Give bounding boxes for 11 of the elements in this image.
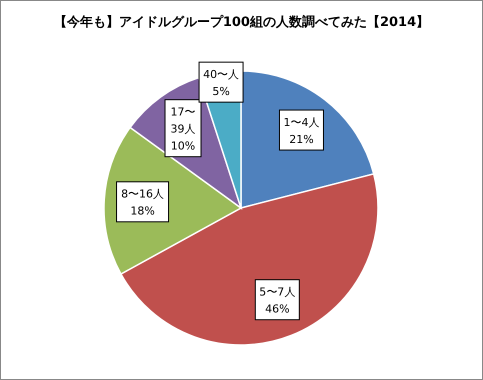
data-label: 18% — [130, 204, 155, 218]
slice-label: 5〜7人 — [259, 285, 296, 298]
data-label: 10% — [170, 139, 196, 152]
data-label: 5% — [212, 84, 230, 98]
chart-title: 【今年も】アイドルグループ100組の人数調べてみた【2014】 — [54, 14, 430, 30]
slice-label: 17〜39人 — [170, 105, 196, 136]
data-label: 46% — [265, 302, 290, 316]
slice-label: 1〜4人 — [283, 116, 320, 129]
slice-label: 8〜16人 — [121, 188, 164, 201]
slice-label: 40〜人 — [203, 68, 240, 81]
data-label: 21% — [289, 132, 314, 146]
